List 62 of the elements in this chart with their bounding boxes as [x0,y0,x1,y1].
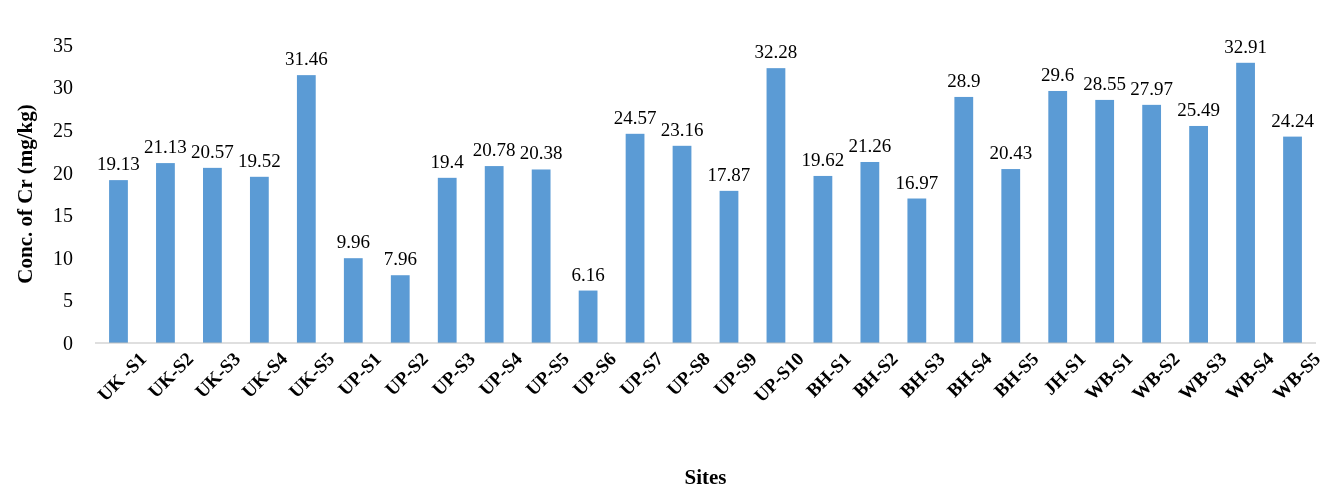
data-label: 28.55 [1083,72,1127,94]
data-label: 21.26 [848,134,892,156]
data-label: 19.4 [430,150,465,172]
bar [156,163,175,343]
bar [672,145,692,343]
bar [578,290,598,343]
data-label: 31.46 [284,48,328,70]
data-label: 19.13 [97,153,140,175]
bar [1189,125,1208,343]
y-tick-label: 0 [63,331,73,354]
bar [625,133,645,343]
data-label: 25.49 [1177,98,1220,120]
data-label: 19.52 [237,149,281,171]
data-label: 32.28 [754,41,798,63]
bar [719,190,739,343]
bar [437,177,457,343]
data-label: 9.96 [336,231,370,253]
y-tick-label: 15 [53,204,73,227]
data-label: 28.9 [947,69,981,91]
bar [954,96,974,343]
y-tick-label: 30 [53,76,73,99]
y-tick-label: 10 [53,246,73,269]
x-axis-title: Sites [684,465,727,489]
y-tick-label: 20 [53,161,73,184]
bar [109,180,128,343]
bar [203,167,222,343]
data-label: 17.87 [707,163,751,185]
bar [296,75,316,343]
y-axis-title: Conc. of Cr (mg/kg) [13,104,37,284]
data-label: 29.6 [1041,63,1075,85]
data-label: 27.97 [1130,77,1174,99]
bar [343,258,363,343]
bar [1236,62,1255,343]
data-label: 7.96 [383,248,417,270]
data-label: 23.16 [660,118,704,140]
y-tick-label: 35 [53,33,73,56]
bar [907,198,927,343]
data-label: 24.24 [1271,109,1315,131]
bar [484,166,504,343]
bar [1048,90,1068,343]
data-label: 20.43 [989,142,1033,164]
y-tick-label: 25 [53,119,73,142]
bar [390,275,410,343]
data-label: 16.97 [895,171,939,193]
data-label: 32.91 [1224,35,1267,57]
bar [1001,169,1021,343]
bar [1095,99,1115,343]
bar [1142,104,1162,343]
data-label: 6.16 [571,263,605,285]
y-tick-label: 5 [63,289,73,312]
data-label: 20.38 [519,142,563,164]
data-label: 19.62 [801,148,845,170]
data-label: 21.13 [144,136,187,158]
bar [813,175,833,343]
bar [1283,136,1302,343]
bar [860,161,880,343]
data-label: 20.78 [472,139,516,161]
bar [531,169,551,343]
bar [766,68,786,343]
bar [249,176,269,343]
data-label: 24.57 [613,106,657,128]
data-label: 20.57 [191,140,234,162]
